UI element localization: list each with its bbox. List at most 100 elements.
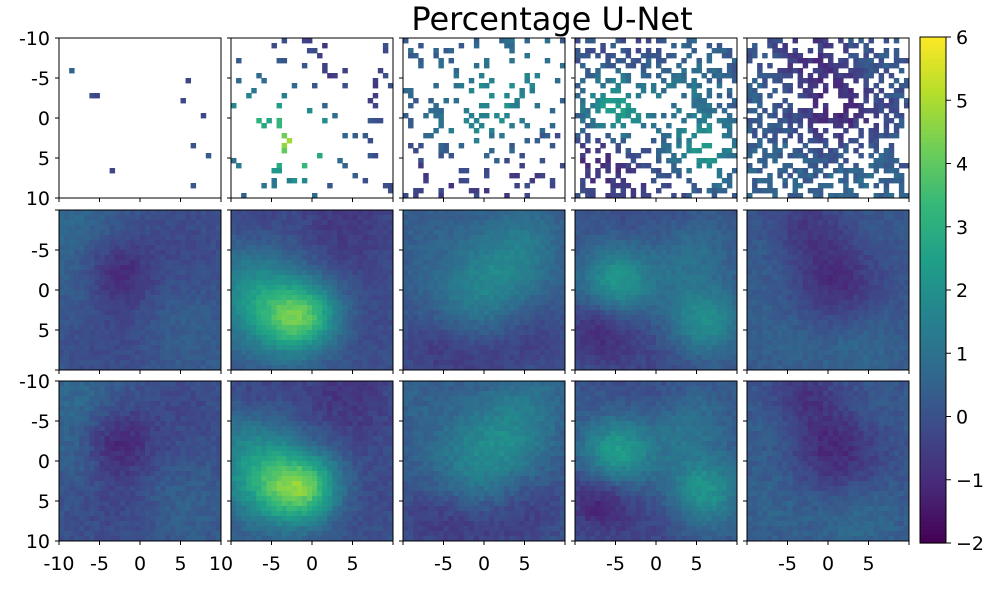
- heatmap-cell: [817, 133, 824, 139]
- heatmap-cell: [681, 220, 687, 226]
- heatmap-cell: [539, 255, 546, 261]
- heatmap-cell: [84, 355, 90, 361]
- heatmap-cell: [721, 240, 728, 246]
- heatmap-cell: [312, 340, 318, 346]
- heatmap-cell: [458, 365, 465, 371]
- heatmap-cell: [362, 240, 369, 246]
- heatmap-cell: [661, 113, 667, 119]
- heatmap-cell: [843, 118, 849, 124]
- heatmap-cell: [408, 230, 414, 236]
- heatmap-cell: [367, 320, 374, 326]
- heatmap-cell: [306, 240, 313, 246]
- heatmap-cell: [418, 360, 424, 366]
- heatmap-cell: [317, 335, 323, 341]
- heatmap-cell: [544, 250, 551, 256]
- heatmap-cell: [625, 275, 632, 281]
- heatmap-cell: [443, 265, 449, 271]
- heatmap-cell: [696, 235, 702, 241]
- heatmap-cell: [489, 133, 495, 139]
- heatmap-cell: [160, 230, 166, 236]
- heatmap-cell: [575, 240, 581, 246]
- heatmap-cell: [160, 300, 166, 306]
- heatmap-cell: [200, 225, 207, 231]
- heatmap-cell: [529, 340, 536, 346]
- heatmap-cell: [661, 68, 667, 74]
- heatmap-cell: [89, 365, 95, 371]
- heatmap-cell: [84, 240, 90, 246]
- heatmap-cell: [352, 315, 358, 321]
- heatmap-cell: [342, 335, 348, 341]
- heatmap-cell: [332, 355, 338, 361]
- heatmap-cell: [868, 138, 874, 144]
- heatmap-cell: [332, 365, 338, 371]
- heatmap-cell: [276, 250, 283, 256]
- heatmap-cell: [706, 93, 713, 99]
- heatmap-cell: [261, 260, 267, 266]
- heatmap-cell: [428, 280, 434, 286]
- heatmap-cell: [514, 275, 520, 281]
- heatmap-cell: [534, 350, 541, 356]
- heatmap-cell: [478, 73, 485, 79]
- heatmap-cell: [387, 235, 394, 241]
- heatmap-cell: [468, 260, 475, 266]
- heatmap-cell: [580, 250, 586, 256]
- heatmap-cell: [150, 290, 156, 296]
- heatmap-cell: [777, 148, 783, 154]
- heatmap-cell: [585, 108, 591, 114]
- heatmap-cell: [322, 365, 328, 371]
- heatmap-cell: [387, 295, 394, 301]
- heatmap-cell: [367, 335, 374, 341]
- heatmap-cell: [686, 225, 692, 231]
- heatmap-cell: [64, 290, 70, 296]
- heatmap-cell: [261, 275, 267, 281]
- heatmap-cell: [190, 315, 197, 321]
- heatmap-cell: [89, 290, 95, 296]
- heatmap-cell: [600, 230, 606, 236]
- heatmap-cell: [671, 230, 677, 236]
- heatmap-cell: [367, 300, 374, 306]
- heatmap-cell: [413, 285, 419, 291]
- heatmap-cell: [266, 320, 272, 326]
- heatmap-cell: [236, 350, 242, 356]
- heatmap-cell: [382, 350, 389, 356]
- heatmap-cell: [352, 310, 358, 316]
- heatmap-cell: [256, 270, 262, 276]
- heatmap-cell: [64, 210, 70, 216]
- heatmap-cell: [721, 260, 728, 266]
- heatmap-cell: [134, 320, 141, 326]
- heatmap-cell: [640, 300, 647, 306]
- heatmap-cell: [195, 260, 202, 266]
- heatmap-cell: [342, 360, 348, 366]
- heatmap-cell: [342, 225, 348, 231]
- heatmap-cell: [236, 305, 242, 311]
- heatmap-cell: [635, 300, 642, 306]
- heatmap-cell: [296, 300, 303, 306]
- heatmap-cell: [883, 113, 890, 119]
- heatmap-cell: [696, 285, 702, 291]
- heatmap-cell: [777, 173, 783, 179]
- heatmap-cell: [408, 215, 414, 221]
- heatmap-cell: [286, 280, 293, 286]
- heatmap-cell: [124, 220, 131, 226]
- heatmap-cell: [878, 73, 885, 79]
- heatmap-cell: [514, 220, 520, 226]
- heatmap-cell: [377, 118, 384, 124]
- heatmap-cell: [544, 270, 551, 276]
- heatmap-cell: [185, 275, 192, 281]
- heatmap-cell: [615, 148, 621, 154]
- heatmap-cell: [615, 225, 621, 231]
- heatmap-cell: [691, 230, 697, 236]
- heatmap-cell: [691, 215, 697, 221]
- heatmap-cell: [362, 178, 369, 184]
- heatmap-cell: [423, 210, 429, 216]
- heatmap-cell: [838, 168, 844, 174]
- heatmap-cell: [94, 93, 100, 99]
- heatmap-cell: [190, 210, 197, 216]
- heatmap-cell: [554, 210, 561, 216]
- heatmap-cell: [650, 220, 657, 226]
- heatmap-cell: [64, 220, 70, 226]
- heatmap-cell: [529, 245, 536, 251]
- heatmap-cell: [306, 215, 313, 221]
- heatmap-cell: [301, 355, 308, 361]
- heatmap-cell: [124, 330, 131, 336]
